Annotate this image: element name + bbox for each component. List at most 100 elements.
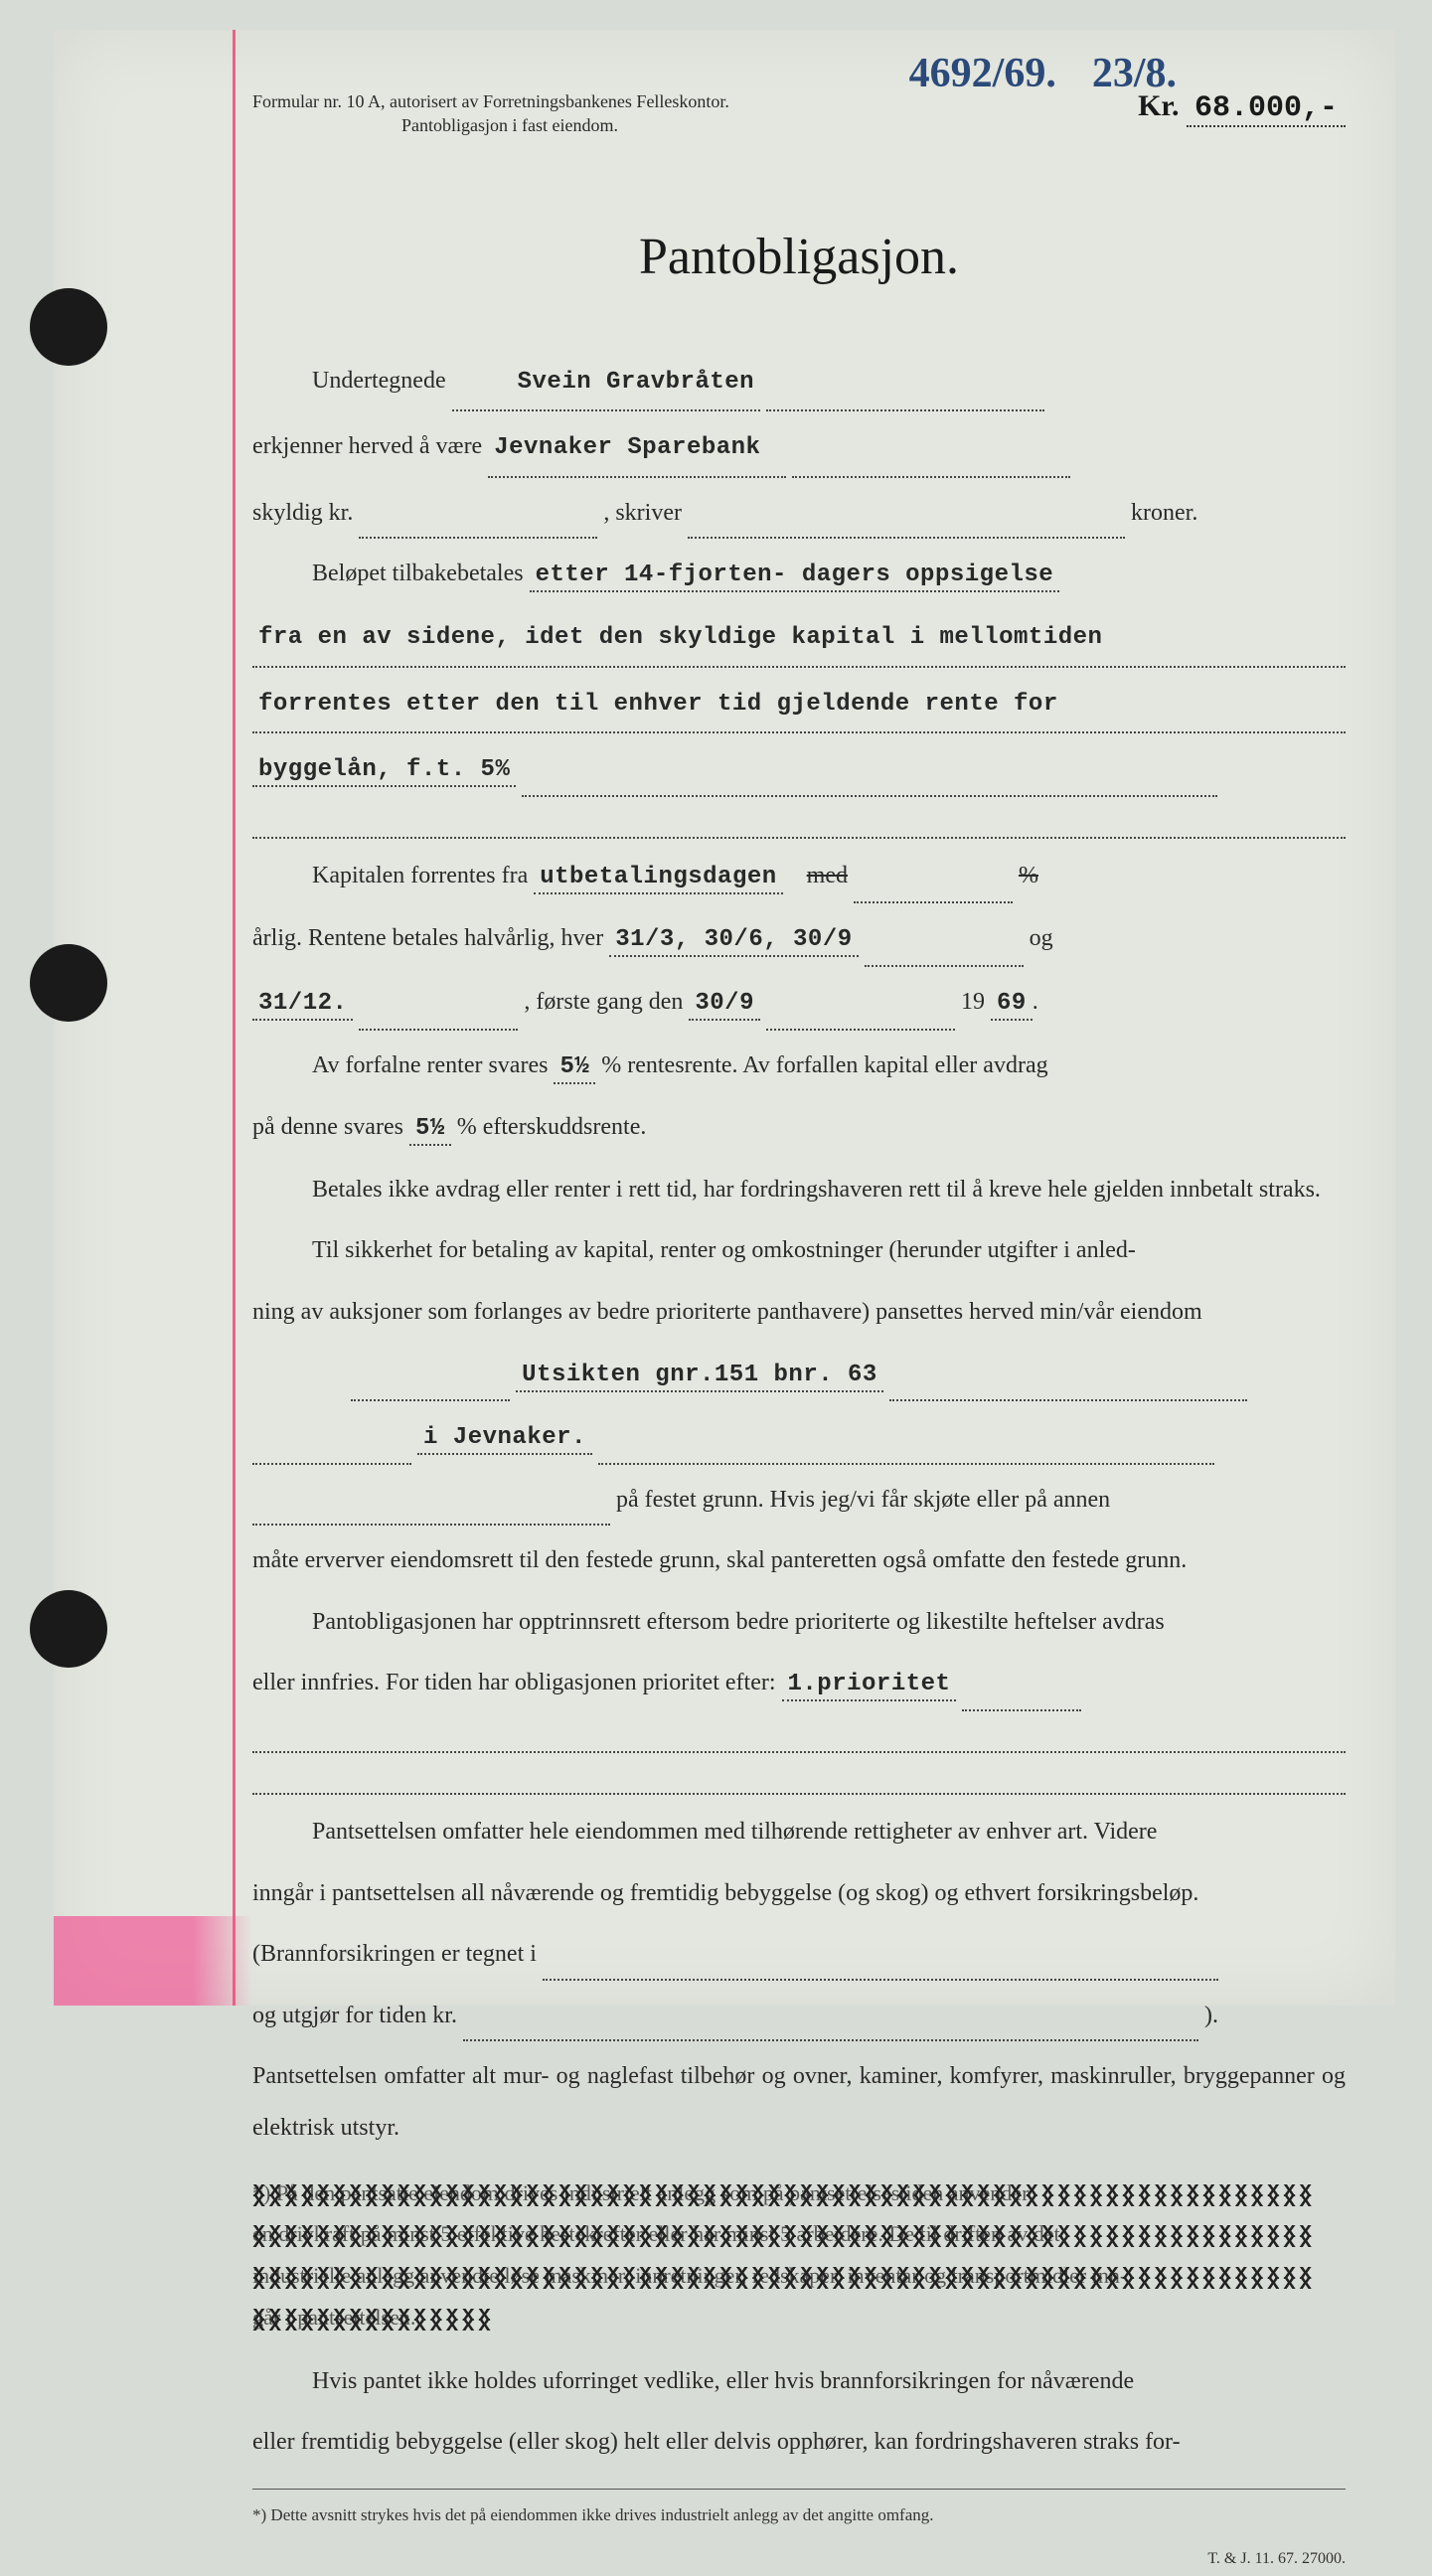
para-opptrinn1: Pantobligasjonen har opptrinnsrett efter… — [252, 1597, 1346, 1649]
blank-skyldig — [359, 506, 597, 540]
line-utgjor: og utgjør for tiden kr. ). — [252, 1991, 1346, 2042]
pink-stain — [54, 1916, 252, 2006]
blank-prop-l — [351, 1368, 510, 1402]
fill-forste: 30/9 — [689, 990, 760, 1021]
label-forfalne: Av forfalne renter svares — [312, 1052, 548, 1078]
struck-paragraph: *) På den pantsatte eiendom drives indus… — [252, 2169, 1346, 2342]
para-pantsett1: Pantsettelsen omfatter hele eiendommen m… — [252, 1807, 1346, 1858]
blank-utgjor — [463, 2009, 1198, 2042]
line-skyldig: skyldig kr. , skriver kroner. — [252, 488, 1346, 540]
label-pct-struck: % — [1019, 863, 1038, 888]
struck-line1: *) På den pantsatte eiendom drives indus… — [252, 2173, 1346, 2214]
fill-prioritet: 1.prioritet — [782, 1671, 957, 1701]
blank-paydates — [865, 933, 1024, 967]
blank-full-2 — [252, 1723, 1346, 1753]
line-festet: på festet grunn. Hvis jeg/vi får skjøte … — [252, 1475, 1346, 1527]
label-opptrinn2: eller innfries. For tiden har obligasjon… — [252, 1670, 776, 1695]
label-skriver: , skriver — [603, 500, 682, 526]
blank-brann — [543, 1947, 1218, 1981]
line-erkjenner: erkjenner herved å være Jevnaker Spareba… — [252, 421, 1346, 478]
blank-full-3 — [252, 1765, 1346, 1795]
label-utgjor: og utgjør for tiden kr. — [252, 2003, 457, 2028]
punch-hole-icon — [30, 944, 107, 1022]
label-og: og — [1030, 925, 1053, 951]
left-margin-rule — [233, 30, 236, 2006]
para-sikkerhet1: Til sikkerhet for betaling av kapital, r… — [252, 1225, 1346, 1277]
fill-forfalne-pct: 5½ — [554, 1053, 595, 1084]
blank-prioritet — [962, 1678, 1081, 1711]
printer-mark: T. & J. 11. 67. 27000. — [252, 2542, 1346, 2576]
form-header-line2: Pantobligasjon i fast eiendom. — [252, 113, 729, 137]
para-pantsett3: Pantsettelsen omfatter alt mur- og nagle… — [252, 2051, 1346, 2154]
para-betales: Betales ikke avdrag eller renter i rett … — [252, 1165, 1346, 1216]
label-skyldig: skyldig kr. — [252, 500, 353, 526]
header-row: Formular nr. 10 A, autorisert av Forretn… — [252, 89, 1346, 138]
label-belopet: Beløpet tilbakebetales — [312, 561, 524, 586]
blank-prop2-l — [252, 1431, 411, 1465]
blank-creditor-ext — [792, 444, 1070, 478]
line-repay3: forrentes etter den til enhver tid gjeld… — [252, 678, 1346, 734]
line-arlig: årlig. Rentene betales halvårlig, hver 3… — [252, 913, 1346, 967]
blank-repay4 — [522, 763, 1217, 797]
line-forfalne: Av forfalne renter svares 5½ % rentesren… — [252, 1041, 1346, 1093]
label-rentesrente: % rentesrente. Av forfallen kapital elle… — [601, 1052, 1047, 1078]
para-festet2: måte erverver eiendomsrett til den feste… — [252, 1535, 1346, 1587]
fill-repay1: etter 14-fjorten- dagers oppsigelse — [530, 562, 1060, 592]
fill-kapitalen-from: utbetalingsdagen — [534, 864, 782, 894]
label-kapitalen: Kapitalen forrentes fra — [312, 863, 528, 888]
blank-prop-r — [889, 1368, 1247, 1402]
line-repay2: fra en av sidene, idet den skyldige kapi… — [252, 611, 1346, 668]
document-title: Pantobligasjon. — [252, 228, 1346, 286]
line-property1: Utsikten gnr.151 bnr. 63 — [252, 1349, 1346, 1402]
body-text: Undertegnede Svein Gravbråten erkjenner … — [252, 356, 1346, 2576]
struck-line2: en drivkraft på minst 5 effektive hestek… — [252, 2213, 1346, 2255]
fill-property1: Utsikten gnr.151 bnr. 63 — [516, 1362, 883, 1392]
document-content: 4692/69. 23/8. Formular nr. 10 A, autori… — [252, 89, 1346, 2576]
fill-paydates: 31/3, 30/6, 30/9 — [609, 926, 858, 957]
label-festet: på festet grunn. Hvis jeg/vi får skjøte … — [616, 1487, 1110, 1513]
blank-festet — [252, 1493, 610, 1527]
label-arlig: årlig. Rentene betales halvårlig, hver — [252, 925, 603, 951]
label-etterskudd: % efterskuddsrente. — [457, 1114, 647, 1140]
punch-hole-icon — [30, 1590, 107, 1668]
form-header: Formular nr. 10 A, autorisert av Forretn… — [252, 89, 729, 138]
fill-paydates2: 31/12. — [252, 990, 353, 1021]
para-hvis2: eller fremtidig bebyggelse (eller skog) … — [252, 2417, 1346, 2469]
para-pantsett2: inngår i pantsettelsen all nåværende og … — [252, 1868, 1346, 1920]
label-year-prefix: 19 — [961, 989, 985, 1015]
handwritten-date: 23/8. — [1092, 50, 1177, 97]
label-forste: , første gang den — [524, 989, 683, 1015]
para-sikkerhet2: ning av auksjoner som forlanges av bedre… — [252, 1287, 1346, 1339]
fill-year: 69 — [991, 990, 1033, 1021]
blank-full-1 — [252, 809, 1346, 839]
line-kapitalen: Kapitalen forrentes fra utbetalingsdagen… — [252, 851, 1346, 904]
fill-padenne-pct: 5½ — [409, 1115, 451, 1146]
blank-skriver — [688, 506, 1125, 540]
blank-pct — [854, 871, 1013, 904]
struck-line4: går i pantsettelsen. — [252, 2297, 491, 2338]
handwritten-annotations: 4692/69. 23/8. — [909, 50, 1177, 97]
blank-paydates2 — [359, 997, 518, 1031]
fill-name: Svein Gravbråten — [452, 357, 760, 412]
blank-forste — [766, 997, 955, 1031]
kr-amount: 68.000,- — [1187, 91, 1346, 127]
line-undertegnede: Undertegnede Svein Gravbråten — [252, 356, 1346, 412]
fill-repay4: byggelån, f.t. 5% — [252, 756, 516, 787]
punch-hole-icon — [30, 288, 107, 366]
fill-repay2: fra en av sidene, idet den skyldige kapi… — [252, 612, 1346, 668]
label-med-struck: med — [807, 863, 848, 888]
line-repay4: byggelån, f.t. 5% — [252, 743, 1346, 797]
line-belopet: Beløpet tilbakebetales etter 14-fjorten-… — [252, 549, 1346, 601]
line-padenne: på denne svares 5½ % efterskuddsrente. — [252, 1102, 1346, 1155]
blank-prop2-r — [598, 1431, 1214, 1465]
fill-property2: i Jevnaker. — [417, 1424, 592, 1455]
line-forste: 31/12. , første gang den 30/9 19 69. — [252, 977, 1346, 1031]
blank-name-ext — [766, 379, 1044, 412]
fill-creditor: Jevnaker Sparebank — [488, 422, 786, 478]
label-erkjenner: erkjenner herved å være — [252, 433, 482, 459]
struck-line3: industrielle anlegg anvendte løse maskin… — [252, 2255, 1346, 2297]
para-hvis1: Hvis pantet ikke holdes uforringet vedli… — [252, 2356, 1346, 2408]
para-opptrinn2: eller innfries. For tiden har obligasjon… — [252, 1658, 1346, 1711]
label-undertegnede: Undertegnede — [312, 368, 446, 394]
line-property2: i Jevnaker. — [252, 1411, 1346, 1465]
